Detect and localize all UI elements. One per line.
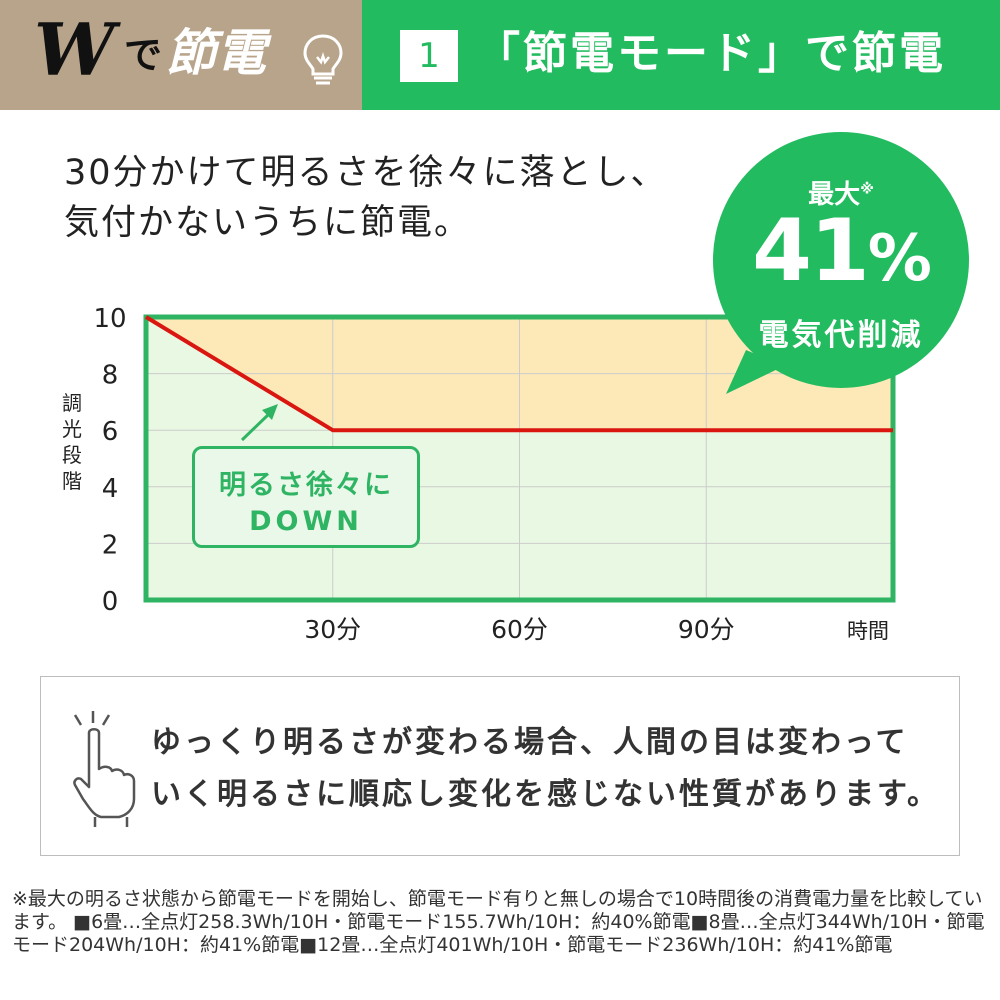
x-axis-label: 時間 — [847, 619, 889, 643]
note-line-2: いく明るさに順応し変化を感じない性質があります。 — [151, 777, 940, 812]
section-number: 1 — [400, 30, 458, 82]
note-text: ゆっくり明るさが変わる場合、人間の目は変わって いく明るさに順応し変化を感じない… — [151, 717, 951, 821]
down-annotation-line-2: DOWN — [249, 506, 363, 537]
badge-bottom-text: 電気代削減 — [758, 318, 924, 353]
y-tick-label: 6 — [102, 417, 119, 447]
badge-bubble — [713, 132, 969, 394]
plot-frame — [143, 314, 896, 603]
annotation-arrow — [240, 411, 272, 442]
note-line-1: ゆっくり明るさが変わる場合、人間の目は変わって — [151, 725, 909, 760]
intro-text: 30分かけて明るさを徐々に落とし、 気付かないうちに節電。 — [64, 148, 744, 248]
y-tick-label: 8 — [102, 361, 119, 391]
header-brand-panel — [0, 0, 362, 110]
info-note: ゆっくり明るさが変わる場合、人間の目は変わって いく明るさに順応し変化を感じない… — [40, 676, 960, 856]
y-axis-label: 調光段階 — [62, 391, 82, 493]
x-tick-label: 60分 — [491, 615, 548, 644]
y-tick-label: 0 — [102, 587, 119, 617]
brand-de: で — [124, 33, 163, 77]
badge-value-unit: % — [867, 222, 932, 296]
down-annotation-line-1: 明るさ徐々に — [219, 470, 393, 501]
y-tick-label: 10 — [93, 304, 126, 334]
section-title: 「節電モード」で節電 — [476, 28, 946, 79]
badge-value: 41% — [706, 208, 976, 294]
brand-setsuden: 節電 — [166, 24, 266, 82]
savings-badge: 最大※ 41% 電気代削減 — [706, 130, 976, 400]
footnote: ※最大の明るさ状態から節電モードを開始し、節電モード有りと無しの場合で10時間後… — [12, 888, 985, 956]
badge-top-text: 最大※ — [808, 180, 874, 210]
down-annotation: 明るさ徐々に DOWN — [192, 446, 420, 548]
badge-value-number: 41 — [752, 201, 870, 301]
brand-w: W — [34, 7, 115, 92]
y-tick-label: 2 — [102, 530, 119, 560]
y-tick-label: 4 — [102, 474, 119, 504]
intro-line-2: 気付かないうちに節電。 — [64, 203, 472, 243]
lightbulb-icon — [303, 34, 343, 85]
brightness-line — [144, 315, 893, 433]
pointing-hand-icon — [73, 711, 136, 827]
x-tick-label: 90分 — [678, 615, 735, 644]
x-tick-label: 30分 — [304, 615, 361, 644]
annotation-arrow-head — [262, 404, 278, 420]
badge-footnote-mark: ※ — [860, 181, 874, 198]
header-title-panel — [362, 0, 1000, 110]
intro-line-1: 30分かけて明るさを徐々に落とし、 — [64, 153, 668, 193]
